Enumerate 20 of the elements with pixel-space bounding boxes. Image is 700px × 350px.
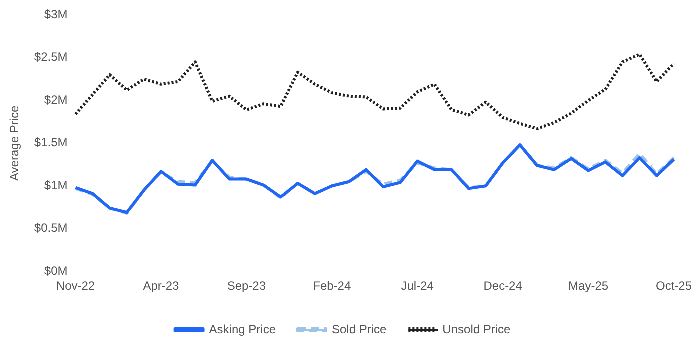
legend-label: Sold Price (332, 322, 388, 336)
y-tick-label: $2.5M (34, 50, 68, 64)
x-tick-label: Jul-24 (401, 279, 434, 294)
x-tick-label: Apr-23 (143, 279, 180, 294)
legend-label: Asking Price (209, 322, 276, 336)
y-tick-label: $0.5M (34, 221, 68, 236)
x-tick-label: Nov-22 (56, 279, 96, 294)
x-tick-label: Feb-24 (313, 279, 352, 294)
x-tick-label: Sep-23 (227, 279, 266, 294)
x-tick-label: Dec-24 (484, 279, 523, 294)
y-tick-label: $0M (44, 264, 68, 278)
y-axis-title: Average Price (8, 106, 22, 181)
y-tick-label: $3M (44, 8, 68, 22)
x-tick-label: May-25 (568, 279, 609, 294)
y-tick-label: $2M (44, 92, 68, 107)
y-tick-label: $1.5M (34, 136, 68, 150)
line-series (74, 53, 676, 130)
x-tick-label: Oct-25 (656, 279, 692, 294)
legend-label: Unsold Price (442, 322, 512, 336)
y-tick-label: $1M (44, 178, 68, 192)
